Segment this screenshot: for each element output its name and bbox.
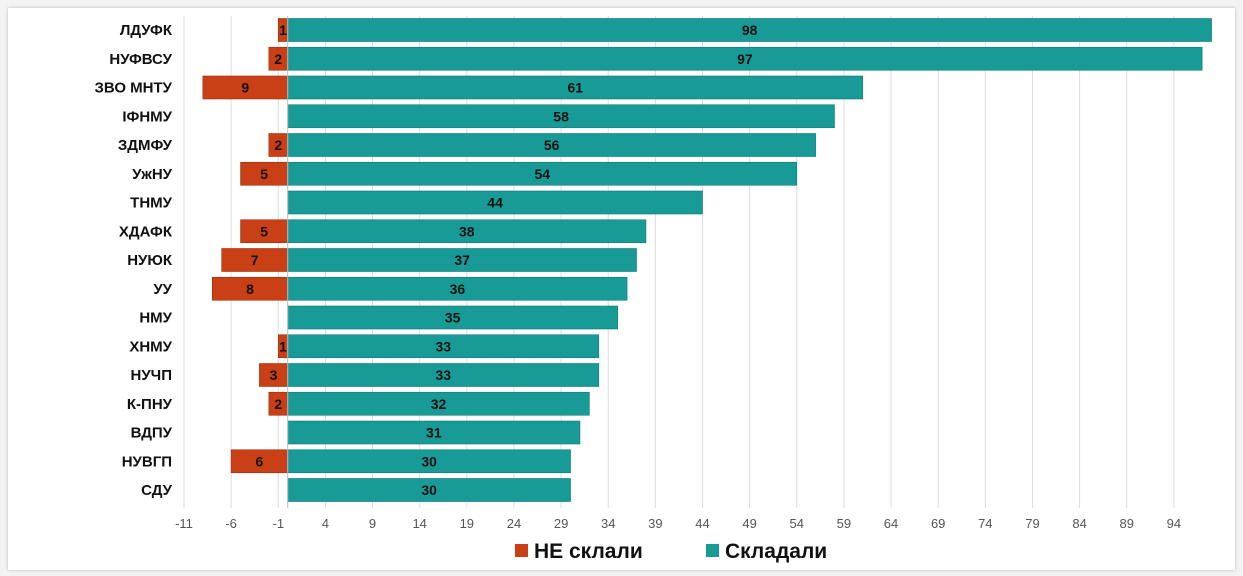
legend-swatch-passed [706, 544, 719, 557]
data-label-not-passed: 1 [279, 338, 287, 354]
data-label-not-passed: 5 [260, 223, 268, 239]
x-tick-label: 79 [1025, 516, 1039, 531]
chart-frame: ЛДУФК 98 1 НУФВСУ 97 2 ЗВО МНТУ 61 9 ІФНМУ 58 ЗДМФУ… [8, 8, 1235, 570]
x-axis: -11 -6 -1 4 9 14 19 24 29 34 39 44 49 54 59 64 69 74 79 84 8… [175, 16, 1181, 531]
category-label: ІФНМУ [122, 108, 172, 125]
data-label-not-passed: 3 [270, 367, 278, 383]
data-label-passed: 58 [553, 108, 569, 124]
data-label-not-passed: 7 [251, 252, 259, 268]
x-tick-label: -11 [175, 516, 193, 531]
data-label-not-passed: 2 [274, 51, 282, 67]
data-label-passed: 37 [454, 252, 470, 268]
category-label: ЗВО МНТУ [94, 80, 172, 97]
data-label-passed: 54 [534, 166, 550, 182]
category-label: ХНМУ [129, 338, 172, 355]
data-label-passed: 36 [450, 281, 466, 297]
data-label-not-passed: 2 [274, 396, 282, 412]
category-label: НУФВСУ [109, 51, 172, 68]
x-tick-label: 19 [460, 516, 474, 531]
data-label-passed: 33 [435, 338, 451, 354]
data-label-passed: 31 [426, 425, 442, 441]
data-label-passed: 30 [421, 453, 437, 469]
x-tick-label: 29 [554, 516, 568, 531]
data-label-not-passed: 5 [260, 166, 268, 182]
x-tick-label: 94 [1167, 516, 1181, 531]
x-tick-label: 4 [322, 516, 329, 531]
data-label-not-passed: 1 [279, 22, 287, 38]
category-label: НУЮК [127, 252, 173, 269]
x-tick-label: 34 [601, 516, 615, 531]
data-label-passed: 33 [435, 367, 451, 383]
category-label: УжНУ [132, 166, 173, 183]
x-tick-label: 49 [742, 516, 756, 531]
x-tick-label: -6 [225, 516, 237, 531]
data-label-passed: 61 [567, 80, 583, 96]
x-tick-label: 39 [648, 516, 662, 531]
category-label: СДУ [141, 482, 173, 499]
legend-swatch-not-passed [515, 544, 528, 557]
x-tick-label: 54 [790, 516, 804, 531]
x-tick-label: 74 [978, 516, 992, 531]
category-label: ЛДУФК [120, 22, 173, 39]
x-tick-label: 64 [884, 516, 898, 531]
data-label-passed: 98 [742, 22, 758, 38]
data-label-passed: 32 [431, 396, 447, 412]
legend-label-passed: Складали [725, 540, 827, 563]
category-label: ЗДМФУ [118, 137, 173, 154]
data-label-not-passed: 6 [256, 453, 264, 469]
x-tick-label: 44 [695, 516, 709, 531]
category-label: НМУ [139, 310, 172, 327]
x-tick-label: 24 [507, 516, 521, 531]
bars-layer [202, 18, 1212, 502]
data-label-passed: 38 [459, 223, 475, 239]
category-label: НУЧП [131, 367, 172, 384]
category-label: К-ПНУ [127, 396, 173, 413]
x-tick-label: -1 [272, 516, 284, 531]
data-label-passed: 35 [445, 310, 461, 326]
x-tick-label: 69 [931, 516, 945, 531]
legend: НЕ склали Складали [515, 540, 827, 563]
category-label: УУ [153, 281, 172, 298]
category-label: ВДПУ [131, 425, 173, 442]
data-label-passed: 56 [544, 137, 560, 153]
category-label: НУВГП [122, 453, 172, 470]
x-tick-label: 89 [1119, 516, 1133, 531]
x-tick-label: 59 [837, 516, 851, 531]
data-label-not-passed: 8 [246, 281, 254, 297]
data-label-passed: 97 [737, 51, 753, 67]
x-tick-label: 84 [1072, 516, 1086, 531]
data-label-not-passed: 9 [241, 80, 249, 96]
category-label: ТНМУ [130, 195, 172, 212]
x-tick-label: 14 [412, 516, 426, 531]
legend-label-not-passed: НЕ склали [534, 540, 643, 563]
data-label-passed: 30 [421, 482, 437, 498]
x-tick-label: 9 [369, 516, 376, 531]
data-label-not-passed: 2 [274, 137, 282, 153]
data-label-passed: 44 [487, 195, 503, 211]
category-label: ХДАФК [119, 223, 173, 240]
